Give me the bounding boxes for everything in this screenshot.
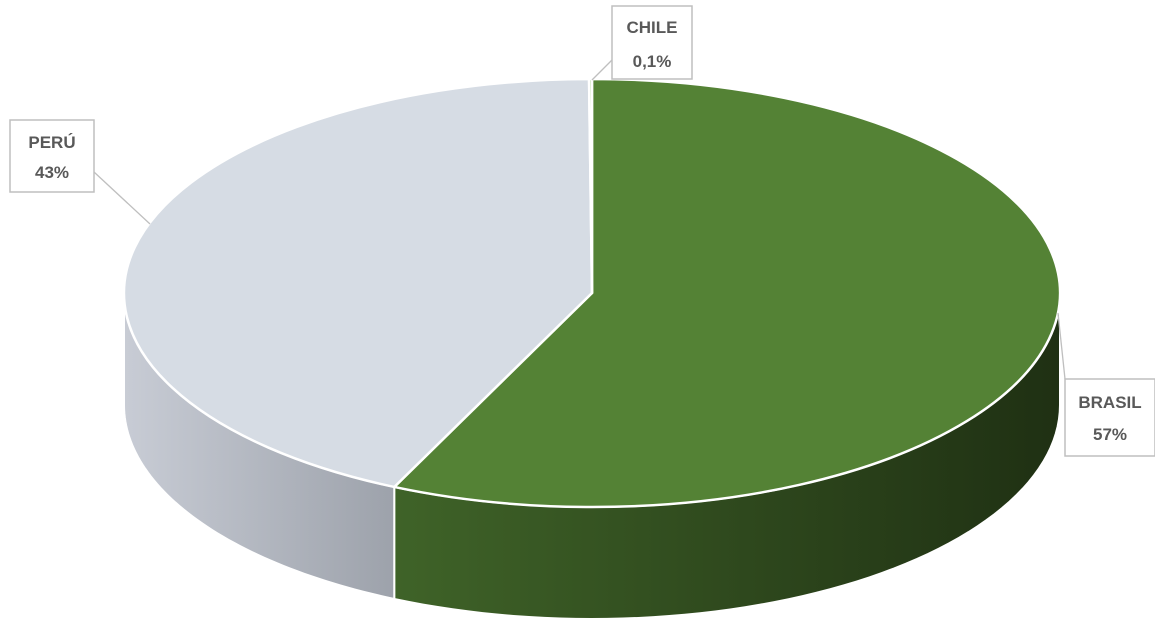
pie-slice-chile xyxy=(587,77,594,295)
pie-slice-peru xyxy=(122,77,594,489)
pie-tops xyxy=(122,77,1062,509)
data-label-category-chile: CHILE xyxy=(627,18,678,37)
data-label-brasil: BRASIL 57% xyxy=(1057,312,1155,457)
leader-line-peru xyxy=(93,171,151,225)
data-labels: BRASIL 57% PERÚ 43% CHILE 0,1% xyxy=(9,5,1155,457)
callout-box-chile xyxy=(611,5,693,80)
callout-box-brasil xyxy=(1064,378,1155,457)
data-label-category-brasil: BRASIL xyxy=(1078,393,1141,412)
data-label-category-peru: PERÚ xyxy=(28,133,75,152)
pie-slice-brasil xyxy=(393,77,1062,509)
data-label-value-chile: 0,1% xyxy=(633,52,672,71)
data-label-value-brasil: 57% xyxy=(1093,425,1127,444)
callout-box-peru xyxy=(9,119,95,193)
leader-line-chile xyxy=(591,59,613,81)
leader-line-brasil xyxy=(1057,312,1066,380)
data-label-peru: PERÚ 43% xyxy=(9,119,151,225)
data-label-chile: CHILE 0,1% xyxy=(591,5,693,81)
data-label-value-peru: 43% xyxy=(35,163,69,182)
